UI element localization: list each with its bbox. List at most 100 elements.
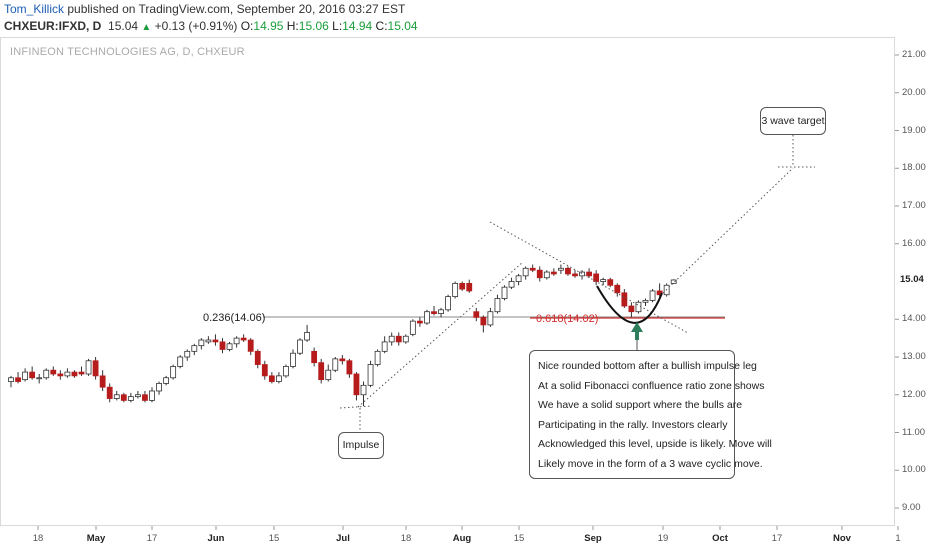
note-line: Nice rounded bottom after a bullish impu…	[538, 360, 757, 372]
candle-body	[501, 286, 508, 299]
candle-body	[212, 339, 219, 343]
candle-body	[247, 339, 254, 352]
candle-body	[275, 375, 282, 382]
y-tick-label: 18.00	[902, 162, 926, 174]
chart-frame[interactable]	[0, 37, 895, 526]
analysis-note-callout[interactable]: Nice rounded bottom after a bullish impu…	[529, 350, 772, 479]
candle-body	[177, 356, 184, 367]
candle-body	[515, 275, 522, 282]
y-tick-label: 21.00	[902, 49, 926, 60]
candle-body	[360, 384, 367, 396]
candle-body	[163, 377, 170, 384]
candle-body	[416, 320, 423, 324]
candle-body	[614, 284, 621, 294]
open-value: 14.95	[253, 19, 284, 33]
x-tick-label: Aug	[452, 533, 472, 544]
low-value: 14.94	[342, 19, 373, 33]
x-tick-label: 19	[657, 533, 669, 544]
x-tick-label: 17	[771, 533, 783, 544]
candle-body	[113, 394, 120, 399]
candle-body	[438, 309, 444, 314]
y-tick-label: 11.00	[902, 426, 926, 438]
candle-body	[586, 271, 592, 277]
candle-body	[367, 364, 374, 386]
candle-body	[332, 358, 339, 371]
note-line: We have a solid support where the bulls …	[538, 399, 743, 411]
impulse-callout[interactable]: Impulse	[338, 432, 384, 459]
candle-body	[353, 373, 360, 396]
author-link[interactable]: Tom_Killick	[4, 2, 65, 16]
candle-body	[184, 350, 191, 358]
candle-body	[149, 390, 155, 401]
candle-body	[318, 362, 325, 381]
candle-body	[22, 371, 29, 381]
candle-body	[431, 311, 437, 314]
candle-body	[106, 386, 113, 399]
candle-body	[494, 298, 501, 313]
candle-body	[409, 320, 416, 335]
y-tick-label: 19.00	[902, 124, 926, 136]
y-tick-label: 16.00	[902, 237, 926, 249]
impulse-base-line	[339, 405, 373, 409]
x-tick-label: 18	[32, 533, 44, 544]
ohlc-bar: CHXEUR:IFXD, D 15.04 ▲ +0.13 (+0.91%) O:…	[4, 19, 418, 33]
candle-body	[600, 279, 607, 282]
support-arrow-icon	[631, 322, 643, 340]
symbol-label: CHXEUR:IFXD, D	[4, 19, 102, 33]
candle-body	[99, 375, 106, 388]
candle-body	[480, 316, 487, 326]
candle-body	[565, 267, 571, 275]
up-arrow-icon: ▲	[141, 22, 152, 33]
candle-body	[670, 279, 677, 284]
x-tick-label: Jul	[336, 533, 350, 544]
current-price-badge: 15.04	[900, 273, 924, 285]
note-line: Acknowledged this level, upside is likel…	[538, 438, 772, 450]
y-tick-label: 12.00	[902, 388, 926, 400]
candle-body	[459, 282, 466, 290]
x-tick-label: May	[86, 533, 106, 544]
candle-body	[388, 335, 395, 343]
candle-body	[85, 360, 92, 375]
candle-body	[508, 281, 515, 288]
candle-body	[57, 373, 64, 377]
target-projection-line	[662, 167, 794, 294]
candle-body	[445, 296, 452, 311]
candle-body	[219, 341, 226, 350]
candle-body	[127, 396, 134, 401]
candle-body	[15, 377, 21, 382]
x-tick-label: Oct	[712, 533, 728, 544]
candle-body	[78, 371, 85, 375]
target-callout[interactable]: 3 wave target	[760, 107, 826, 135]
note-line: At a solid Fibonacci confluence ratio zo…	[538, 379, 765, 392]
low-label: L:	[332, 19, 343, 33]
y-tick-label: 9.00	[902, 502, 921, 513]
candle-body	[607, 279, 614, 286]
candle-body	[402, 335, 409, 343]
candle-body	[233, 337, 240, 345]
candle-body	[297, 339, 303, 354]
candle-body	[452, 282, 459, 298]
candle-body	[529, 267, 536, 271]
candle-body	[346, 360, 353, 375]
candle-body	[642, 299, 649, 303]
candle-body	[156, 383, 162, 392]
candle-body	[261, 364, 268, 377]
candle-body	[374, 350, 381, 365]
candle-body	[170, 366, 177, 379]
candle-body	[205, 339, 212, 343]
x-tick-label: Sep	[584, 533, 602, 544]
candle-body	[198, 339, 205, 347]
candle-body	[487, 311, 494, 326]
published-text: published on TradingView.com, September …	[67, 2, 406, 16]
candle-body	[522, 267, 529, 277]
note-line: Participating in the rally. Investors cl…	[538, 418, 728, 431]
fib-236-label: 0.236(14.06)	[203, 312, 266, 324]
candle-body	[240, 337, 247, 341]
candle-body	[593, 273, 600, 282]
y-tick-label: 13.00	[902, 351, 926, 362]
candle-body	[339, 358, 346, 362]
x-tick-label: Nov	[833, 533, 851, 544]
candle-body	[283, 366, 289, 377]
candle-body	[536, 269, 543, 279]
